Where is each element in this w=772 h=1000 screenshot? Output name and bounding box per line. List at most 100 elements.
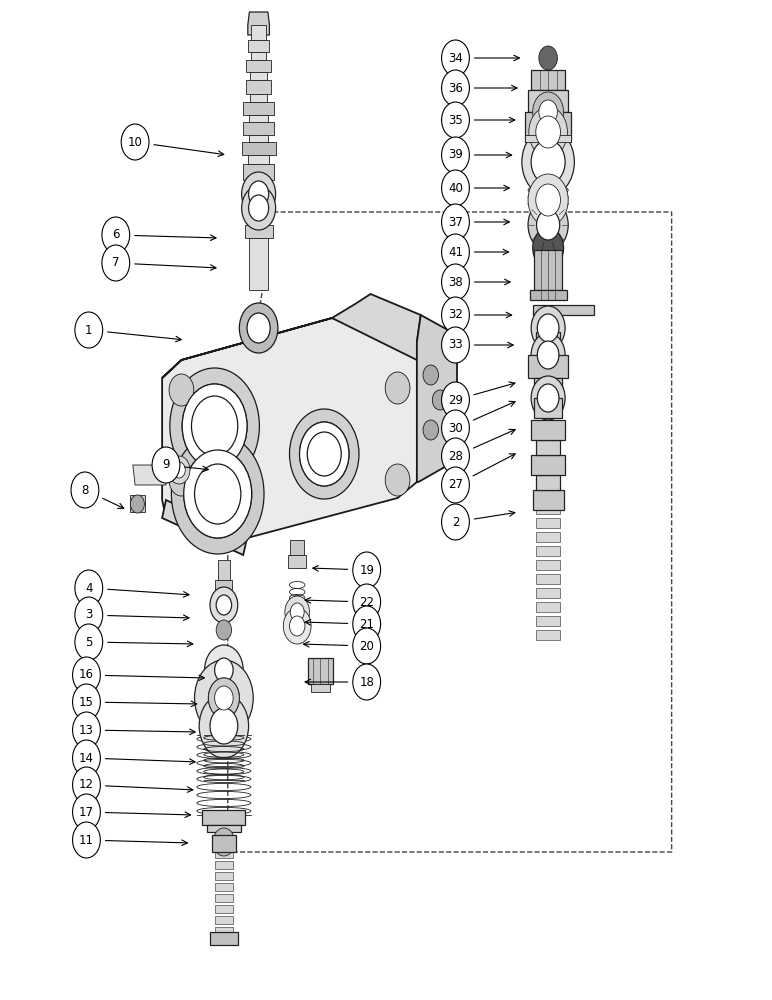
Circle shape xyxy=(73,822,100,858)
Polygon shape xyxy=(207,825,241,832)
Circle shape xyxy=(102,217,130,253)
Circle shape xyxy=(73,684,100,720)
Text: 21: 21 xyxy=(359,617,374,631)
Circle shape xyxy=(528,199,568,251)
Polygon shape xyxy=(242,142,276,155)
Circle shape xyxy=(73,712,100,748)
Circle shape xyxy=(529,107,567,157)
Text: 6: 6 xyxy=(112,229,120,241)
Circle shape xyxy=(442,204,469,240)
Circle shape xyxy=(195,464,241,524)
Circle shape xyxy=(208,678,239,718)
Circle shape xyxy=(249,181,269,207)
Circle shape xyxy=(432,390,448,410)
Polygon shape xyxy=(245,194,273,218)
Circle shape xyxy=(353,552,381,588)
Ellipse shape xyxy=(528,185,568,195)
Circle shape xyxy=(171,434,264,554)
Polygon shape xyxy=(531,420,565,440)
Circle shape xyxy=(191,396,238,456)
Polygon shape xyxy=(534,398,562,418)
Polygon shape xyxy=(536,532,560,542)
Text: 38: 38 xyxy=(448,275,463,288)
Polygon shape xyxy=(525,112,571,142)
Text: 2: 2 xyxy=(452,516,459,528)
Circle shape xyxy=(353,628,381,664)
Circle shape xyxy=(247,313,270,343)
Text: 5: 5 xyxy=(85,636,93,648)
Text: 39: 39 xyxy=(448,148,463,161)
Polygon shape xyxy=(248,40,269,52)
Circle shape xyxy=(537,314,559,342)
Circle shape xyxy=(533,228,564,268)
Circle shape xyxy=(353,584,381,620)
Text: 14: 14 xyxy=(79,752,94,764)
Polygon shape xyxy=(536,440,560,455)
Polygon shape xyxy=(215,861,233,869)
Polygon shape xyxy=(249,180,268,188)
Circle shape xyxy=(205,645,243,695)
Circle shape xyxy=(173,462,185,478)
Circle shape xyxy=(423,420,438,440)
Circle shape xyxy=(442,410,469,446)
Circle shape xyxy=(73,657,100,693)
Text: 3: 3 xyxy=(85,608,93,621)
Text: 37: 37 xyxy=(448,216,463,229)
Circle shape xyxy=(536,184,560,216)
Circle shape xyxy=(539,46,557,70)
Polygon shape xyxy=(218,560,230,580)
Circle shape xyxy=(73,794,100,830)
Circle shape xyxy=(290,409,359,499)
Text: 40: 40 xyxy=(448,182,463,194)
Text: 41: 41 xyxy=(448,245,463,258)
Polygon shape xyxy=(308,658,333,684)
Polygon shape xyxy=(215,894,233,902)
Text: 17: 17 xyxy=(79,806,94,818)
Circle shape xyxy=(283,608,311,644)
Circle shape xyxy=(442,40,469,76)
Polygon shape xyxy=(202,810,245,825)
Text: 15: 15 xyxy=(79,696,94,708)
Polygon shape xyxy=(245,225,273,238)
Polygon shape xyxy=(536,588,560,598)
Text: 18: 18 xyxy=(359,676,374,688)
Text: 1: 1 xyxy=(85,324,93,336)
Text: 4: 4 xyxy=(85,582,93,594)
Polygon shape xyxy=(536,630,560,640)
Circle shape xyxy=(353,664,381,700)
Circle shape xyxy=(169,464,194,496)
Circle shape xyxy=(73,740,100,776)
Polygon shape xyxy=(248,12,269,35)
Polygon shape xyxy=(534,250,562,290)
Circle shape xyxy=(210,708,238,744)
Polygon shape xyxy=(536,332,560,348)
Circle shape xyxy=(531,333,565,377)
Text: 29: 29 xyxy=(448,393,463,406)
Polygon shape xyxy=(243,102,274,115)
Polygon shape xyxy=(215,872,233,880)
Circle shape xyxy=(184,450,252,538)
Circle shape xyxy=(522,128,574,196)
Polygon shape xyxy=(250,72,267,80)
Circle shape xyxy=(353,606,381,642)
Circle shape xyxy=(168,456,190,484)
Circle shape xyxy=(208,678,239,718)
Polygon shape xyxy=(210,932,238,945)
Polygon shape xyxy=(162,318,417,538)
Polygon shape xyxy=(417,315,457,482)
Circle shape xyxy=(210,587,238,623)
Circle shape xyxy=(531,306,565,350)
Circle shape xyxy=(423,365,438,385)
Polygon shape xyxy=(530,290,567,300)
Polygon shape xyxy=(251,52,266,60)
Text: 20: 20 xyxy=(359,640,374,652)
Text: 12: 12 xyxy=(79,778,94,792)
Text: 8: 8 xyxy=(81,484,89,496)
Polygon shape xyxy=(215,927,233,935)
Polygon shape xyxy=(525,135,571,142)
Polygon shape xyxy=(528,90,568,112)
Circle shape xyxy=(300,422,349,486)
Polygon shape xyxy=(536,616,560,626)
Text: 28: 28 xyxy=(448,450,463,462)
Circle shape xyxy=(75,312,103,348)
